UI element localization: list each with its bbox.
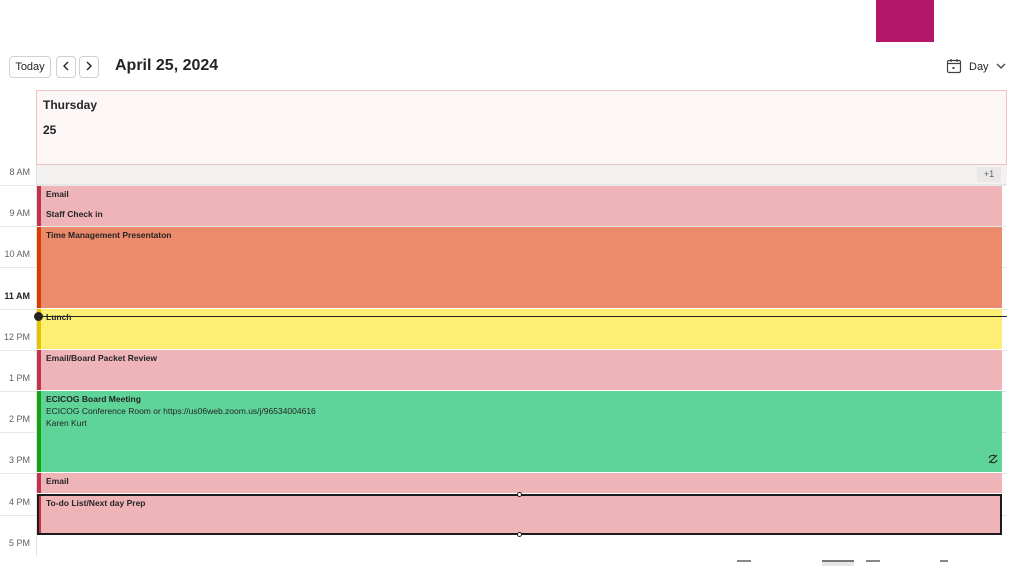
- resize-handle-bottom[interactable]: [517, 532, 522, 537]
- day-view-icon[interactable]: [822, 560, 854, 566]
- event-ecicog-board-meeting[interactable]: ECICOG Board Meeting ECICOG Conference R…: [37, 391, 1002, 472]
- event-lunch[interactable]: Lunch: [37, 309, 1002, 349]
- chevron-right-icon: [85, 58, 93, 76]
- event-title: Email/Board Packet Review: [46, 353, 158, 363]
- event-to-do-list-next-day-prep[interactable]: To-do List/Next day Prep: [37, 494, 1002, 535]
- chevron-down-icon: [996, 61, 1006, 73]
- next-day-button[interactable]: [79, 56, 99, 78]
- event-email-board-packet-review[interactable]: Email/Board Packet Review: [37, 350, 1002, 390]
- time-label: 1 PM: [8, 373, 30, 383]
- day-grid[interactable]: [36, 165, 1007, 556]
- event-email-morning[interactable]: Email: [37, 186, 1002, 206]
- event-title: Time Management Presentaton: [46, 230, 172, 240]
- current-date-title: April 25, 2024: [115, 57, 219, 74]
- hour-gridline: [0, 185, 1007, 186]
- time-label: 5 PM: [8, 537, 30, 548]
- event-email-afternoon[interactable]: Email: [37, 473, 1002, 493]
- grid-view-icon[interactable]: [866, 560, 880, 566]
- more-icon[interactable]: [940, 560, 948, 566]
- view-label: Day: [969, 61, 989, 73]
- time-label: 12 PM: [3, 331, 30, 342]
- all-day-strip[interactable]: +1: [36, 165, 1007, 185]
- event-time-management-presentation[interactable]: Time Management Presentaton: [37, 227, 1002, 308]
- time-label: 8 AM: [9, 167, 30, 177]
- brand-color-block: [876, 0, 934, 42]
- current-time-line: [36, 316, 1007, 317]
- hour-gridline: [0, 226, 1007, 228]
- list-view-icon[interactable]: [737, 560, 751, 566]
- event-staff-check-in[interactable]: Staff Check in: [37, 206, 1002, 226]
- time-label: 9 AM: [9, 208, 30, 219]
- more-events-badge[interactable]: +1: [977, 167, 1001, 182]
- recurring-icon: [988, 451, 998, 469]
- time-column: 8 AM 9 AM 10 AM 11 AM 12 PM 1 PM 2 PM 3 PM 4 PM 5…: [0, 165, 36, 556]
- day-name: Thursday: [43, 98, 98, 112]
- event-title: Email: [46, 476, 69, 486]
- event-title: Staff Check in: [46, 209, 103, 219]
- event-organizer: Karen Kurt: [46, 418, 87, 428]
- time-label: 4 PM: [8, 496, 30, 507]
- event-title: Email: [46, 189, 69, 199]
- calendar-toolbar: Today April 25, 2024 Day: [0, 52, 1024, 82]
- day-column-header[interactable]: Thursday 25: [36, 90, 1007, 165]
- time-label: 10 AM: [4, 249, 30, 260]
- time-label: 3 PM: [8, 455, 30, 466]
- chevron-left-icon: [62, 58, 70, 76]
- current-time-dot: [34, 312, 43, 321]
- event-title: ECICOG Board Meeting: [46, 394, 141, 404]
- time-label: 2 PM: [8, 414, 30, 425]
- event-title: Lunch: [46, 312, 72, 322]
- previous-day-button[interactable]: [56, 56, 76, 78]
- view-switcher[interactable]: Day: [946, 56, 1006, 78]
- day-number: 25: [43, 123, 57, 137]
- calendar-icon: [946, 58, 962, 77]
- event-title: To-do List/Next day Prep: [46, 498, 146, 508]
- today-button[interactable]: Today: [9, 56, 51, 78]
- bottom-bar: [0, 556, 1024, 576]
- resize-handle-top[interactable]: [517, 492, 522, 497]
- time-label: 11 AM: [4, 290, 30, 301]
- event-location: ECICOG Conference Room or https://us06we…: [46, 406, 316, 416]
